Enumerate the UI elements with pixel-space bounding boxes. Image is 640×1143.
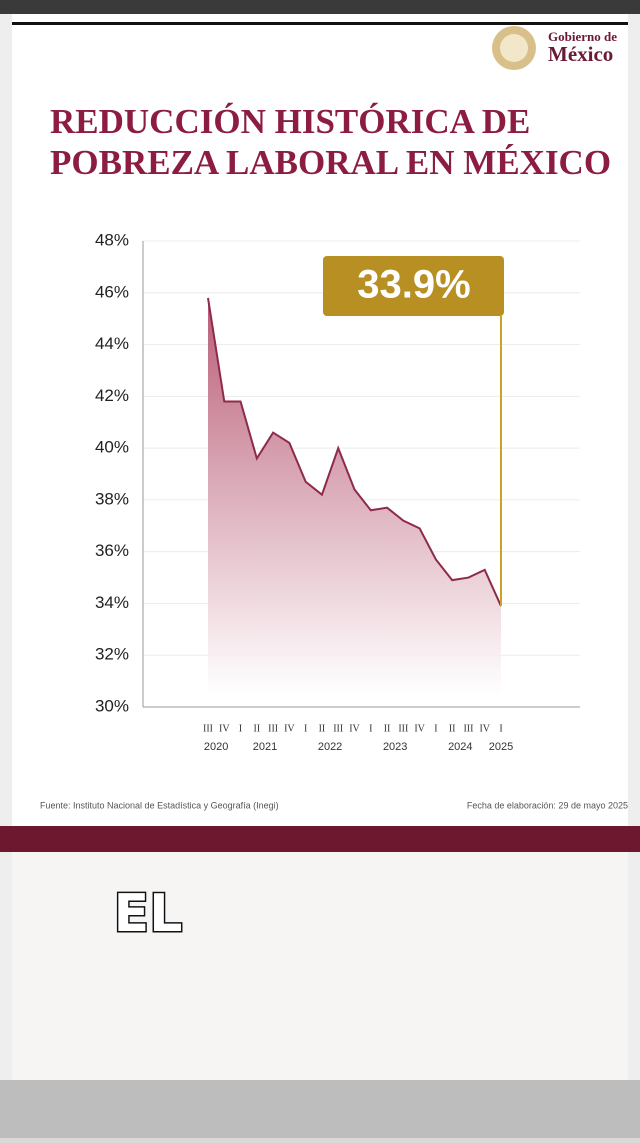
year-label: 2025 bbox=[489, 741, 513, 753]
y-tick-label: 36% bbox=[95, 541, 129, 560]
x-tick-label: II bbox=[319, 723, 326, 734]
plot: 30%32%34%36%38%40%42%44%46%48%III IV I II II… bbox=[95, 230, 580, 753]
y-tick-label: 32% bbox=[95, 645, 129, 664]
line bbox=[207, 297, 502, 607]
year-label: 2024 bbox=[448, 741, 472, 753]
x-tick-label: I bbox=[434, 723, 437, 734]
x-tick-label: II bbox=[449, 723, 456, 734]
x-tick-label: I bbox=[239, 723, 242, 734]
x-tick-label: II bbox=[253, 723, 260, 734]
lower-panel bbox=[12, 852, 628, 1080]
brand-bottom: México bbox=[548, 42, 613, 66]
y-tick-label: 30% bbox=[95, 696, 129, 715]
x-tick-label: IV bbox=[479, 723, 490, 734]
y-tick-label: 48% bbox=[95, 230, 129, 249]
chart-title: REDUCCIÓN HISTÓRICA DE bbox=[50, 101, 530, 141]
year-label: 2022 bbox=[318, 741, 342, 753]
x-tick-label: IV bbox=[219, 723, 230, 734]
brand-top: Gobierno de bbox=[548, 29, 617, 44]
y-tick-label: 40% bbox=[95, 438, 129, 457]
x-tick-label: IV bbox=[284, 723, 295, 734]
chart-title: POBREZA LABORAL EN MÉXICO bbox=[50, 143, 611, 182]
card-rule bbox=[12, 22, 628, 25]
x-tick-label: III bbox=[463, 723, 473, 734]
callout-box bbox=[323, 256, 504, 316]
value-label: 33.9% bbox=[357, 263, 470, 307]
top-bar bbox=[0, 0, 640, 14]
y-tick-label: 38% bbox=[95, 489, 129, 508]
x-tick-label: III bbox=[333, 723, 343, 734]
x-tick-label: II bbox=[384, 723, 391, 734]
y-tick-label: 42% bbox=[95, 386, 129, 405]
year-label: 2023 bbox=[383, 741, 407, 753]
caption: EL bbox=[114, 884, 183, 944]
x-tick-label: I bbox=[499, 723, 502, 734]
year-label: 2020 bbox=[204, 741, 228, 753]
x-tick-label: III bbox=[268, 723, 278, 734]
y-tick-label: 34% bbox=[95, 593, 129, 612]
source: Fuente: Instituto Nacional de Estadístic… bbox=[40, 800, 279, 810]
year-label: 2021 bbox=[253, 741, 277, 753]
x-tick-label: I bbox=[369, 723, 372, 734]
date: Fecha de elaboración: 29 de mayo 2025 bbox=[467, 800, 628, 810]
emblem-inner bbox=[500, 34, 528, 62]
x-tick-label: IV bbox=[414, 723, 425, 734]
bottom-bar bbox=[0, 1080, 640, 1138]
y-tick-label: 44% bbox=[95, 334, 129, 353]
x-tick-label: I bbox=[304, 723, 307, 734]
x-tick-label: IV bbox=[349, 723, 360, 734]
x-tick-label: III bbox=[203, 723, 213, 734]
area bbox=[208, 297, 501, 695]
maroon-band bbox=[0, 826, 640, 852]
y-tick-label: 46% bbox=[95, 282, 129, 301]
x-tick-label: III bbox=[398, 723, 408, 734]
